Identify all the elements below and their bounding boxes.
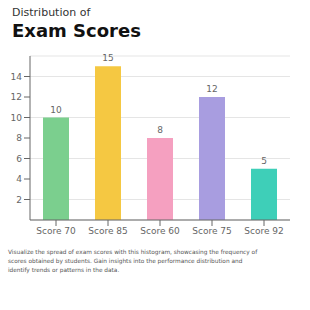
svg-text:4: 4: [16, 174, 22, 184]
svg-text:10: 10: [11, 113, 23, 123]
svg-text:Score 70: Score 70: [36, 226, 76, 236]
svg-text:14: 14: [11, 72, 23, 82]
svg-text:10: 10: [50, 105, 62, 115]
svg-text:12: 12: [206, 84, 217, 94]
html-text:Distribution of: Distribution of: [12, 6, 91, 19]
html-text:scores obtained by students. G: scores obtained by students. Gain insigh…: [8, 258, 243, 264]
svg-text:Score 92: Score 92: [244, 226, 284, 236]
svg-text:15: 15: [102, 53, 113, 63]
svg-text:2: 2: [16, 195, 22, 205]
svg-text:12: 12: [11, 92, 22, 102]
svg-text:8: 8: [16, 133, 22, 143]
html-text:identify trends or patterns in: identify trends or patterns in the data.: [8, 267, 120, 273]
svg-text:8: 8: [157, 125, 163, 135]
html-text:Exam Scores: Exam Scores: [12, 20, 141, 41]
svg-text:5: 5: [261, 156, 267, 166]
svg-text:Score 60: Score 60: [140, 226, 180, 236]
svg-text:Score 75: Score 75: [192, 226, 232, 236]
svg-text:Score 85: Score 85: [88, 226, 128, 236]
html-text:Visualize the spread of exam s: Visualize the spread of exam scores with…: [8, 249, 258, 255]
svg-text:6: 6: [16, 154, 22, 164]
